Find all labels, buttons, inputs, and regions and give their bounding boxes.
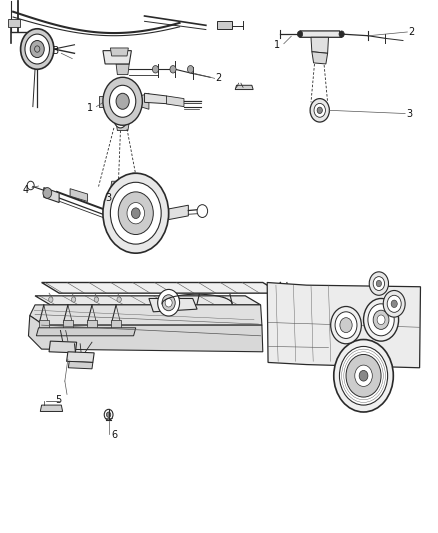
Text: 2: 2 [215,74,222,83]
Circle shape [335,312,357,338]
Circle shape [106,412,111,417]
Polygon shape [44,188,59,203]
Text: 3: 3 [52,46,58,55]
Text: 3: 3 [106,193,112,203]
Circle shape [314,103,325,117]
Polygon shape [312,52,328,64]
Ellipse shape [113,101,128,128]
Circle shape [346,354,381,397]
Polygon shape [300,31,342,37]
Circle shape [94,297,99,302]
Polygon shape [8,19,20,27]
Circle shape [340,318,352,333]
Bar [87,320,97,328]
Circle shape [364,298,399,341]
Circle shape [43,188,52,198]
Circle shape [118,192,153,235]
Polygon shape [70,189,88,201]
Polygon shape [169,205,188,220]
Circle shape [104,409,113,420]
Text: 1: 1 [274,41,280,50]
Circle shape [71,297,76,302]
Circle shape [110,85,136,117]
Text: 4: 4 [22,185,28,195]
Circle shape [373,310,389,329]
Circle shape [158,289,180,316]
Circle shape [30,41,44,58]
Text: 2: 2 [409,27,415,37]
Circle shape [49,297,53,302]
Circle shape [117,297,121,302]
Circle shape [162,295,175,311]
Polygon shape [28,316,263,352]
Circle shape [276,293,302,325]
Polygon shape [166,96,184,107]
Circle shape [281,300,297,319]
Circle shape [334,340,393,412]
Circle shape [187,66,194,73]
Polygon shape [68,361,93,369]
Circle shape [110,182,161,244]
Circle shape [127,203,145,224]
Polygon shape [116,123,129,131]
Polygon shape [217,21,232,29]
Circle shape [197,205,208,217]
Text: 6: 6 [112,431,118,440]
Polygon shape [36,328,136,336]
Polygon shape [110,48,128,56]
Circle shape [103,77,142,125]
Text: 5: 5 [55,395,61,405]
Circle shape [170,66,176,73]
Circle shape [21,29,54,69]
Circle shape [152,66,159,73]
Circle shape [131,177,137,185]
Circle shape [127,173,140,189]
Polygon shape [267,282,420,368]
Polygon shape [235,85,253,90]
Polygon shape [42,282,280,293]
Circle shape [359,370,368,381]
Circle shape [391,300,397,308]
Text: 1: 1 [87,103,93,112]
Circle shape [377,315,385,325]
Text: 3: 3 [406,109,413,118]
Circle shape [310,99,329,122]
Circle shape [116,93,129,109]
Bar [111,320,121,328]
Circle shape [165,298,172,307]
Polygon shape [99,96,105,107]
Circle shape [387,295,401,312]
Circle shape [317,107,322,114]
Circle shape [368,304,394,336]
Circle shape [297,31,303,37]
Circle shape [103,173,169,253]
Circle shape [131,208,140,219]
Polygon shape [311,37,328,53]
Polygon shape [103,51,131,64]
Polygon shape [40,405,63,411]
Polygon shape [110,181,123,192]
Polygon shape [145,93,171,104]
Circle shape [376,280,381,287]
Circle shape [339,346,388,405]
Circle shape [355,365,372,386]
Bar [63,320,73,328]
Polygon shape [30,305,262,325]
Circle shape [331,306,361,344]
Circle shape [383,290,405,317]
Polygon shape [49,341,77,353]
Circle shape [373,277,385,290]
Polygon shape [35,296,261,305]
Circle shape [339,31,344,37]
Circle shape [369,272,389,295]
Polygon shape [140,93,149,109]
Circle shape [25,34,49,64]
Polygon shape [149,298,197,312]
Ellipse shape [116,107,125,123]
Bar [39,320,49,328]
Polygon shape [116,64,129,75]
Polygon shape [67,352,94,362]
